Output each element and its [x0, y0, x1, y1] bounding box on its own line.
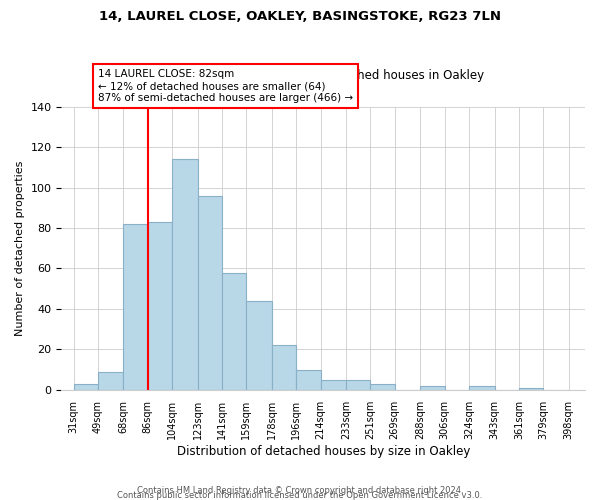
Text: Contains public sector information licensed under the Open Government Licence v3: Contains public sector information licen… — [118, 491, 482, 500]
Y-axis label: Number of detached properties: Number of detached properties — [15, 160, 25, 336]
Bar — [197, 196, 222, 390]
Text: Contains HM Land Registry data © Crown copyright and database right 2024.: Contains HM Land Registry data © Crown c… — [137, 486, 463, 495]
Bar — [172, 160, 197, 390]
Bar — [124, 224, 148, 390]
Bar — [519, 388, 543, 390]
Bar — [272, 346, 296, 390]
Bar — [222, 272, 246, 390]
Bar — [148, 222, 172, 390]
Bar — [98, 372, 124, 390]
Bar — [469, 386, 494, 390]
Bar — [320, 380, 346, 390]
Bar — [246, 301, 272, 390]
X-axis label: Distribution of detached houses by size in Oakley: Distribution of detached houses by size … — [176, 444, 470, 458]
Bar — [370, 384, 395, 390]
Text: 14 LAUREL CLOSE: 82sqm
← 12% of detached houses are smaller (64)
87% of semi-det: 14 LAUREL CLOSE: 82sqm ← 12% of detached… — [98, 70, 353, 102]
Bar — [296, 370, 320, 390]
Text: 14, LAUREL CLOSE, OAKLEY, BASINGSTOKE, RG23 7LN: 14, LAUREL CLOSE, OAKLEY, BASINGSTOKE, R… — [99, 10, 501, 23]
Bar — [346, 380, 370, 390]
Bar — [74, 384, 98, 390]
Title: Size of property relative to detached houses in Oakley: Size of property relative to detached ho… — [162, 69, 484, 82]
Bar — [421, 386, 445, 390]
